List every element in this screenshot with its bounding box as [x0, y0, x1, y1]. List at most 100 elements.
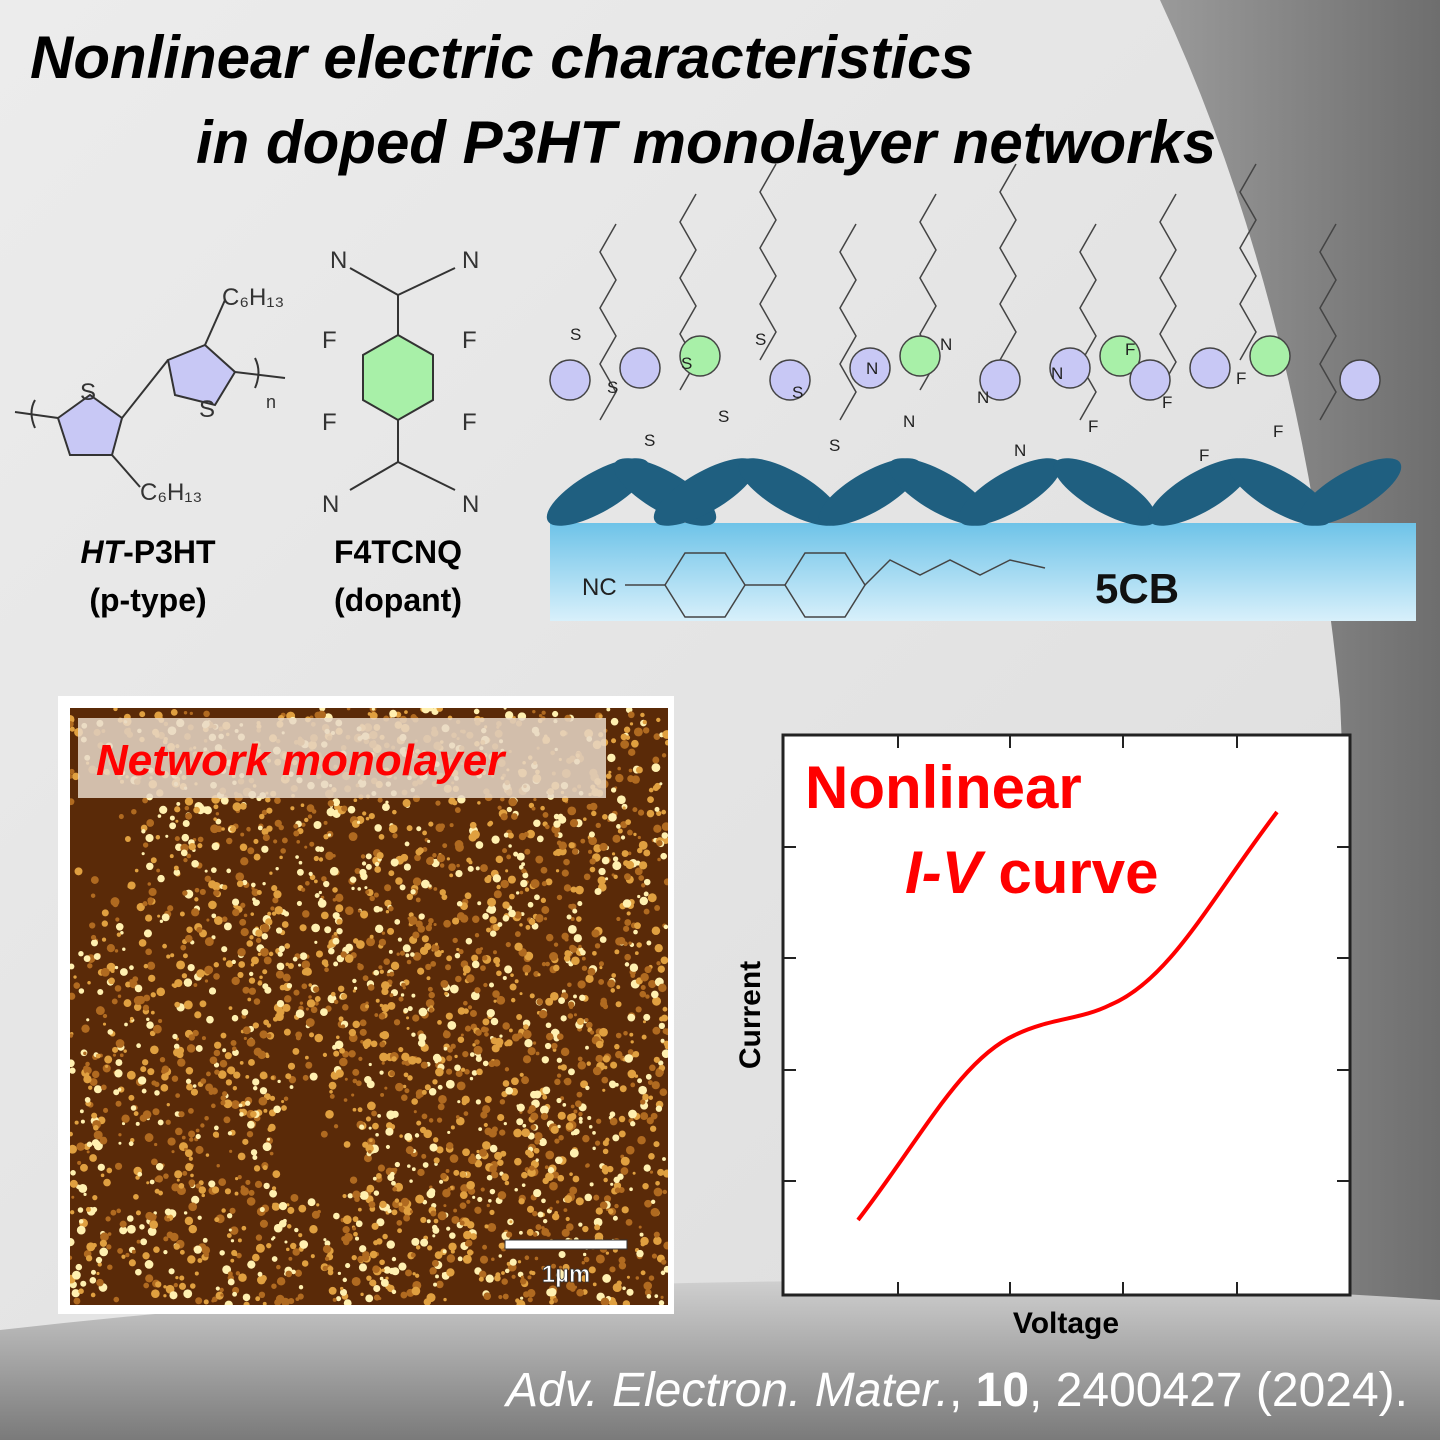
afm-grain	[653, 1056, 660, 1063]
afm-grain	[334, 1040, 344, 1050]
afm-grain	[491, 835, 500, 844]
afm-grain	[163, 1250, 168, 1255]
afm-grain	[530, 1124, 537, 1131]
afm-grain	[342, 1277, 348, 1283]
afm-grain	[618, 1130, 626, 1138]
afm-grain	[154, 711, 163, 720]
afm-grain	[266, 1242, 272, 1249]
afm-grain	[380, 1278, 389, 1287]
afm-grain	[167, 905, 174, 912]
afm-grain	[116, 1208, 122, 1214]
afm-grain	[624, 953, 631, 961]
afm-grain	[491, 1257, 495, 1262]
afm-grain	[150, 1010, 155, 1015]
afm-grain	[541, 1056, 549, 1064]
afm-grain	[272, 897, 279, 904]
afm-grain	[617, 795, 626, 805]
afm-grain	[602, 814, 608, 820]
alkyl-chain	[1079, 223, 1097, 421]
afm-grain	[398, 996, 404, 1002]
afm-grain	[86, 1150, 90, 1154]
afm-grain	[422, 1162, 429, 1168]
afm-grain	[659, 782, 663, 786]
afm-grain	[475, 1029, 482, 1036]
afm-grain	[281, 921, 289, 928]
afm-grain	[237, 971, 244, 978]
afm-grain	[161, 1068, 167, 1074]
afm-grain	[445, 964, 451, 971]
afm-grain	[171, 1150, 175, 1154]
afm-grain	[435, 1056, 442, 1062]
afm-grain	[203, 1251, 210, 1258]
afm-grain	[194, 897, 199, 902]
afm-grain	[545, 961, 550, 967]
afm-grain	[385, 800, 389, 804]
afm-grain	[213, 973, 220, 980]
afm-grain	[446, 1055, 453, 1062]
afm-grain	[306, 999, 316, 1008]
afm-grain	[79, 1109, 84, 1114]
afm-grain	[352, 978, 357, 984]
afm-grain	[266, 1033, 272, 1039]
afm-grain	[614, 1187, 621, 1194]
afm-grain	[518, 864, 524, 870]
afm-grain	[290, 806, 295, 811]
citation: Adv. Electron. Mater., 10, 2400427 (2024…	[503, 1364, 1408, 1417]
afm-grain	[556, 1073, 562, 1078]
afm-grain	[224, 1300, 233, 1305]
afm-grain	[269, 871, 273, 875]
afm-grain	[630, 1121, 636, 1127]
afm-grain	[535, 1051, 540, 1056]
afm-grain	[142, 901, 148, 907]
afm-grain	[486, 1174, 493, 1181]
afm-grain	[573, 1013, 577, 1017]
atom-label: N	[330, 247, 347, 274]
afm-grain	[265, 918, 273, 926]
afm-grain	[588, 831, 595, 838]
afm-grain	[622, 1300, 631, 1305]
afm-grain	[553, 964, 560, 972]
afm-grain	[101, 909, 109, 917]
afm-grain	[294, 1227, 299, 1233]
afm-grain	[636, 847, 643, 854]
afm-grain	[507, 832, 514, 839]
afm-grain	[556, 894, 563, 901]
afm-grain	[608, 1208, 614, 1215]
afm-grain	[628, 768, 633, 773]
afm-grain	[250, 882, 256, 888]
afm-grain	[561, 1228, 570, 1237]
afm-grain	[262, 1142, 272, 1152]
afm-grain	[70, 1033, 74, 1038]
afm-grain	[392, 809, 397, 815]
x-axis-label: Voltage	[1013, 1307, 1119, 1340]
afm-grain	[145, 833, 154, 843]
afm-grain	[570, 1104, 575, 1109]
afm-grain	[454, 952, 461, 959]
afm-grain	[230, 1258, 235, 1263]
lc-molecule	[1148, 458, 1252, 526]
afm-grain	[73, 982, 81, 989]
afm-grain	[456, 1081, 466, 1091]
afm-grain	[616, 823, 621, 829]
afm-grain	[535, 1158, 539, 1162]
afm-grain	[525, 924, 531, 930]
afm-grain	[252, 1085, 258, 1091]
afm-grain	[484, 1096, 492, 1104]
afm-grain	[147, 900, 153, 906]
afm-grain	[168, 1268, 175, 1275]
afm-grain	[632, 1171, 636, 1175]
afm-grain	[626, 1275, 630, 1279]
afm-grain	[396, 1220, 403, 1226]
afm-grain	[656, 840, 663, 847]
afm-grain	[409, 1210, 414, 1214]
afm-grain	[398, 1046, 404, 1053]
afm-grain	[637, 894, 641, 899]
afm-grain	[456, 947, 460, 952]
afm-grain	[349, 876, 357, 883]
afm-grain	[327, 800, 335, 807]
afm-grain	[608, 770, 612, 774]
afm-grain	[259, 1071, 268, 1080]
afm-grain	[406, 893, 414, 901]
afm-grain	[196, 926, 203, 933]
afm-grain	[269, 1151, 274, 1156]
